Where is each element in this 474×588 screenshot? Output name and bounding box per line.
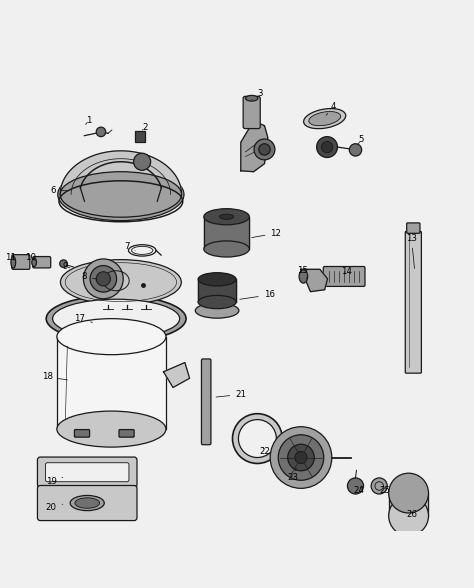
FancyBboxPatch shape (46, 463, 129, 482)
FancyBboxPatch shape (407, 223, 420, 233)
Polygon shape (198, 279, 236, 302)
Text: 18: 18 (42, 372, 67, 382)
FancyBboxPatch shape (201, 359, 211, 445)
FancyBboxPatch shape (135, 132, 145, 142)
Text: 21: 21 (216, 390, 246, 399)
Circle shape (288, 445, 314, 471)
Circle shape (90, 266, 117, 292)
Ellipse shape (61, 260, 181, 305)
Circle shape (349, 143, 362, 156)
Circle shape (96, 127, 106, 136)
Ellipse shape (32, 258, 36, 266)
Ellipse shape (58, 168, 184, 220)
Circle shape (60, 260, 67, 268)
Circle shape (321, 141, 333, 153)
Ellipse shape (204, 241, 249, 257)
Circle shape (83, 259, 123, 299)
Ellipse shape (198, 295, 236, 309)
Ellipse shape (299, 270, 308, 283)
Text: 20: 20 (46, 503, 63, 512)
Text: 22: 22 (259, 447, 270, 456)
Ellipse shape (11, 256, 16, 268)
Ellipse shape (389, 473, 428, 513)
Circle shape (96, 272, 110, 286)
Circle shape (347, 478, 364, 494)
FancyBboxPatch shape (323, 266, 365, 286)
Circle shape (317, 136, 337, 158)
Text: 26: 26 (406, 510, 417, 519)
Circle shape (270, 427, 332, 489)
Ellipse shape (246, 95, 258, 101)
Text: 19: 19 (46, 477, 63, 486)
Text: 12: 12 (252, 229, 282, 238)
Text: 10: 10 (25, 253, 36, 262)
Text: 1: 1 (86, 116, 92, 125)
FancyBboxPatch shape (119, 430, 134, 437)
Ellipse shape (60, 172, 182, 217)
Circle shape (259, 143, 270, 155)
Text: 25: 25 (379, 486, 391, 495)
Text: 13: 13 (406, 233, 417, 269)
FancyBboxPatch shape (12, 255, 30, 269)
Polygon shape (164, 363, 190, 387)
Text: 7: 7 (124, 242, 135, 250)
Ellipse shape (46, 295, 186, 342)
Text: 14: 14 (341, 267, 353, 276)
Text: 6: 6 (50, 186, 67, 195)
FancyBboxPatch shape (37, 457, 137, 487)
Polygon shape (57, 337, 166, 429)
Circle shape (278, 435, 324, 480)
Text: 5: 5 (358, 135, 364, 145)
Polygon shape (389, 493, 428, 516)
Text: 23: 23 (287, 469, 299, 482)
Circle shape (134, 153, 151, 171)
FancyBboxPatch shape (405, 232, 421, 373)
Ellipse shape (57, 411, 166, 447)
Text: 8: 8 (82, 272, 97, 281)
Ellipse shape (232, 414, 282, 463)
Circle shape (295, 452, 307, 464)
Text: 9: 9 (63, 262, 70, 271)
Ellipse shape (195, 303, 239, 318)
Text: 16: 16 (240, 290, 275, 299)
Text: 3: 3 (252, 89, 263, 99)
Polygon shape (301, 269, 328, 292)
Ellipse shape (238, 420, 276, 457)
Circle shape (254, 139, 275, 160)
Text: 2: 2 (142, 123, 148, 132)
Ellipse shape (198, 273, 236, 286)
Ellipse shape (389, 496, 428, 536)
Circle shape (371, 478, 387, 494)
Polygon shape (204, 217, 249, 249)
Text: 4: 4 (326, 102, 336, 115)
Ellipse shape (309, 112, 341, 126)
Ellipse shape (53, 299, 180, 338)
FancyBboxPatch shape (243, 96, 260, 129)
Ellipse shape (57, 319, 166, 355)
Polygon shape (241, 121, 268, 172)
Ellipse shape (304, 109, 346, 129)
Ellipse shape (204, 209, 249, 225)
Text: 11: 11 (5, 252, 16, 262)
Polygon shape (60, 151, 182, 195)
Ellipse shape (219, 214, 234, 219)
Ellipse shape (70, 496, 104, 510)
Text: 15: 15 (297, 266, 308, 279)
FancyBboxPatch shape (74, 430, 90, 437)
FancyBboxPatch shape (37, 486, 137, 520)
FancyBboxPatch shape (33, 256, 51, 268)
Text: 17: 17 (74, 314, 92, 323)
Ellipse shape (75, 498, 100, 508)
Text: 24: 24 (354, 486, 365, 495)
